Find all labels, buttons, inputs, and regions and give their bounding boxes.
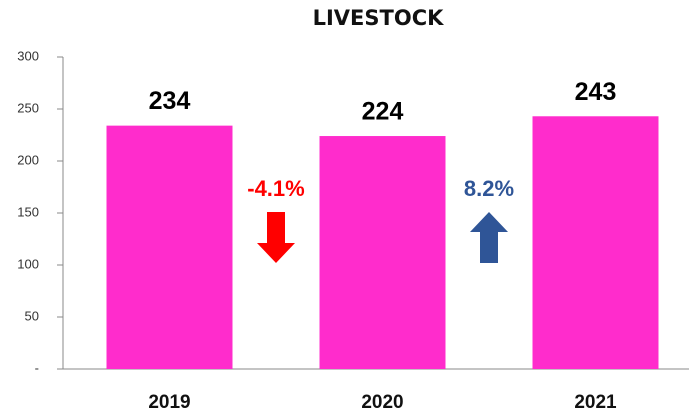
- bar: [319, 136, 446, 369]
- bar: [106, 125, 233, 369]
- data-label: 243: [575, 78, 617, 106]
- bar: [532, 116, 659, 369]
- y-tick-label: 250: [17, 100, 39, 115]
- change-label: 8.2%: [464, 176, 514, 201]
- change-arrow: [470, 212, 508, 263]
- x-tick-label: 2021: [574, 392, 617, 413]
- y-tick-label: -: [35, 360, 39, 375]
- change-arrow: [257, 212, 295, 263]
- data-label: 224: [362, 98, 404, 126]
- chart-title: LIVESTOCK: [313, 6, 445, 30]
- y-tick-label: 200: [17, 152, 39, 167]
- y-tick-label: 50: [25, 308, 39, 323]
- data-label: 234: [149, 87, 191, 115]
- y-tick-label: 100: [17, 256, 39, 271]
- x-tick-label: 2020: [361, 392, 403, 413]
- y-tick-label: 150: [17, 204, 39, 219]
- change-label: -4.1%: [247, 176, 304, 201]
- y-tick-label: 300: [17, 48, 39, 63]
- x-tick-label: 2019: [148, 392, 190, 413]
